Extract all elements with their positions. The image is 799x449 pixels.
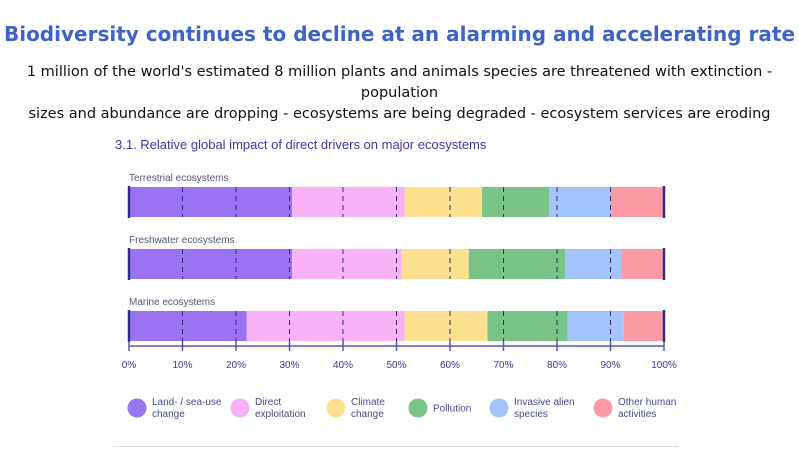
legend-label: exploitation: [255, 409, 306, 420]
category-label: Freshwater ecosystems: [129, 235, 235, 246]
page-title: Biodiversity continues to decline at an …: [3, 22, 796, 46]
bar-segment: [482, 187, 549, 217]
bar-segment: [565, 249, 622, 279]
bar-segment: [404, 187, 483, 217]
x-tick-label: 40%: [333, 360, 353, 371]
x-tick-label: 0%: [122, 360, 137, 371]
category-label: Terrestrial ecosystems: [129, 173, 228, 184]
bar-segment: [129, 311, 247, 341]
bar-segment: [129, 249, 293, 279]
legend-label: Direct: [255, 397, 281, 408]
subtitle-line-1: 1 million of the world's estimated 8 mil…: [26, 64, 773, 101]
bar-segment: [621, 249, 664, 279]
bar-segment: [623, 311, 664, 341]
x-tick-label: 80%: [547, 360, 567, 371]
bottom-divider: [113, 446, 678, 447]
x-tick-label: 10%: [172, 360, 192, 371]
legend-label: change: [152, 409, 185, 420]
subtitle-line-2: sizes and abundance are dropping - ecosy…: [28, 106, 771, 122]
legend-label: species: [514, 409, 548, 420]
x-tick-label: 70%: [493, 360, 513, 371]
bar-segment: [610, 187, 664, 217]
legend-swatch: [593, 398, 613, 418]
bar-segment: [292, 249, 402, 279]
legend-swatch: [230, 398, 250, 418]
bar-segment: [468, 249, 566, 279]
bar-segment: [246, 311, 405, 341]
legend-swatch: [127, 398, 147, 418]
x-tick-label: 100%: [651, 360, 677, 371]
legend-swatch: [489, 398, 509, 418]
bar-segment: [567, 311, 624, 341]
x-tick-label: 60%: [440, 360, 460, 371]
legend-label: Climate: [351, 397, 385, 408]
bar-segment: [129, 187, 293, 217]
bar-segment: [401, 249, 469, 279]
x-tick-label: 90%: [600, 360, 620, 371]
legend-label: Land- / sea-use: [152, 397, 222, 408]
category-label: Marine ecosystems: [129, 297, 215, 308]
legend-label: Invasive alien: [514, 397, 575, 408]
legend-label: Other human: [618, 397, 676, 408]
legend-label: Pollution: [433, 404, 471, 415]
bar-segment: [487, 311, 568, 341]
legend-label: activities: [618, 409, 656, 420]
legend-swatch: [326, 398, 346, 418]
bar-segment: [548, 187, 611, 217]
page-subtitle: 1 million of the world's estimated 8 mil…: [0, 62, 799, 125]
legend-swatch: [408, 398, 428, 418]
chart-title: 3.1. Relative global impact of direct dr…: [115, 137, 487, 152]
bar-segment: [404, 311, 488, 341]
legend-label: change: [351, 409, 384, 420]
x-tick-label: 20%: [226, 360, 246, 371]
x-tick-label: 30%: [279, 360, 299, 371]
x-tick-label: 50%: [386, 360, 406, 371]
bar-segment: [292, 187, 405, 217]
